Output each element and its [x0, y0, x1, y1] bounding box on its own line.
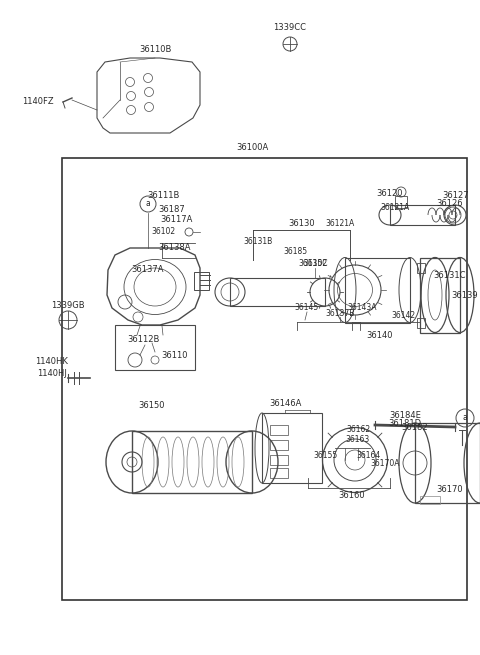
Bar: [62, 158, 467, 600]
Text: 36111B: 36111B: [147, 191, 179, 200]
Text: 36182: 36182: [402, 424, 428, 432]
Text: 36170: 36170: [437, 485, 463, 495]
Text: 36142: 36142: [391, 312, 415, 320]
Text: 36117A: 36117A: [160, 215, 192, 225]
Text: 36121A: 36121A: [325, 219, 355, 229]
Text: 1140FZ: 1140FZ: [22, 98, 54, 107]
Text: 36155: 36155: [314, 451, 338, 460]
Text: 36143A: 36143A: [347, 303, 377, 312]
Text: 36102: 36102: [303, 259, 327, 267]
Text: 36138A: 36138A: [159, 244, 191, 252]
Bar: [345, 258, 410, 323]
Text: a: a: [145, 200, 150, 208]
Text: 36131B: 36131B: [243, 236, 273, 246]
Text: 36110: 36110: [162, 352, 188, 360]
Text: 36121A: 36121A: [380, 204, 409, 212]
Text: 36160: 36160: [339, 491, 365, 500]
Bar: [420, 496, 440, 504]
Bar: [270, 425, 288, 435]
Text: 1339GB: 1339GB: [51, 301, 85, 310]
Bar: [390, 205, 455, 225]
Text: a: a: [463, 413, 468, 422]
Bar: [417, 263, 425, 273]
Bar: [417, 318, 425, 328]
Bar: [420, 258, 460, 333]
Text: 1140HJ: 1140HJ: [37, 369, 67, 379]
Text: 36137A: 36137A: [132, 265, 164, 274]
Bar: [395, 196, 407, 208]
Text: 36126: 36126: [437, 200, 463, 208]
Text: 36185: 36185: [283, 248, 307, 257]
Text: 36145: 36145: [295, 303, 319, 312]
Text: 1140HK: 1140HK: [36, 358, 69, 367]
Text: 36130: 36130: [288, 219, 315, 229]
Text: 36120: 36120: [377, 189, 403, 198]
Bar: [415, 423, 480, 503]
Bar: [270, 455, 288, 465]
Text: 36170A: 36170A: [370, 460, 400, 468]
Text: 36110B: 36110B: [139, 45, 171, 54]
Bar: [270, 440, 288, 450]
Text: 36135C: 36135C: [298, 259, 328, 267]
Text: 36137B: 36137B: [325, 309, 355, 318]
Text: 36127: 36127: [443, 191, 469, 200]
Text: 36112B: 36112B: [127, 335, 159, 345]
Bar: [262, 413, 322, 483]
Text: 36102: 36102: [151, 227, 175, 236]
Text: 36184E: 36184E: [389, 411, 421, 419]
Text: 36163: 36163: [346, 434, 370, 443]
Text: 1339CC: 1339CC: [274, 24, 307, 33]
Bar: [194, 272, 209, 290]
Text: 36150: 36150: [139, 402, 165, 411]
Bar: [230, 278, 325, 306]
Text: 36164: 36164: [357, 451, 381, 460]
Bar: [115, 325, 195, 370]
Bar: [132, 431, 252, 493]
Text: 36140: 36140: [367, 331, 393, 341]
Text: 36139: 36139: [452, 291, 478, 299]
Text: 36187: 36187: [158, 206, 185, 214]
Text: 36146A: 36146A: [269, 398, 301, 407]
Text: 36181D: 36181D: [388, 419, 421, 428]
Bar: [270, 468, 288, 478]
Text: 36162: 36162: [346, 426, 370, 434]
Text: 36131C: 36131C: [434, 271, 466, 280]
Text: 36100A: 36100A: [236, 143, 268, 153]
